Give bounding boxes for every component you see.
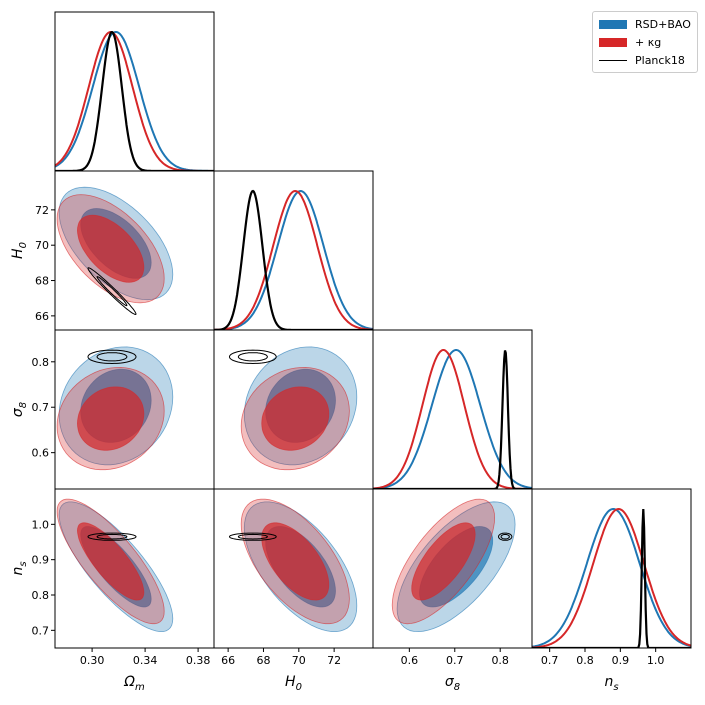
density-curve (373, 349, 532, 489)
legend-label-kappa-g: + κg (635, 35, 662, 49)
panel-frame (213, 170, 374, 331)
panel-om-h0 (56, 186, 174, 316)
contour-68 (96, 352, 128, 362)
contour-68 (261, 386, 330, 451)
x-tick-label: 72 (327, 654, 341, 667)
x-tick-label: 0.7 (446, 654, 464, 667)
panel-om-ns (56, 498, 174, 632)
y-tick-label: 66 (35, 310, 49, 323)
density-curve (532, 508, 691, 648)
legend-item-rsd-bao: RSD+BAO (593, 15, 697, 33)
contour-95 (497, 532, 513, 541)
x-tick-label: 0.6 (401, 654, 419, 667)
x-axis-label-s8: σ8 (445, 674, 460, 693)
y-axis-label-h0: H0 (10, 242, 29, 259)
legend-swatch-rsd-bao (599, 19, 627, 29)
panel-s8-ns (391, 498, 516, 633)
contour-68 (96, 533, 128, 540)
y-tick-label: 0.7 (32, 624, 50, 637)
y-tick-label: 0.8 (32, 356, 50, 369)
x-tick-label: 70 (292, 654, 306, 667)
legend: RSD+BAO + κg Planck18 (592, 11, 698, 73)
legend-item-kappa-g: + κg (593, 33, 697, 51)
y-tick-label: 0.7 (32, 401, 50, 414)
contour-95 (87, 349, 137, 365)
contour-95 (87, 532, 137, 541)
density-curve (55, 30, 214, 171)
legend-label-planck18: Planck18 (635, 53, 685, 67)
y-tick-label: 0.8 (32, 589, 50, 602)
density-curve (373, 350, 532, 489)
contour-68 (237, 533, 268, 540)
contour-95 (228, 349, 277, 365)
x-axis-label-h0: H0 (285, 674, 302, 693)
x-tick-label: 0.38 (186, 654, 211, 667)
panel-h0-s8 (228, 346, 358, 471)
x-tick-label: 66 (221, 654, 235, 667)
density-curve (373, 349, 532, 489)
x-axis-label-ns: ns (604, 674, 618, 693)
contour-68 (76, 522, 145, 601)
panel-h0-h0 (214, 189, 373, 330)
x-tick-label: 0.8 (576, 654, 594, 667)
x-axis-label-om: Ωm (123, 674, 145, 693)
contour-68 (76, 386, 145, 451)
contour-68 (411, 522, 476, 601)
density-curve (214, 189, 373, 330)
contour-95 (228, 532, 277, 541)
panel-om-om (55, 30, 214, 171)
legend-line-planck18 (599, 59, 627, 61)
x-tick-label: 0.34 (133, 654, 158, 667)
y-tick-label: 0.9 (32, 554, 50, 567)
contour-68 (237, 352, 268, 362)
density-curve (214, 189, 373, 330)
y-axis-label-s8: σ8 (10, 402, 29, 417)
legend-item-planck18: Planck18 (593, 51, 697, 69)
panel-s8-s8 (373, 349, 532, 489)
x-tick-label: 0.9 (612, 654, 630, 667)
x-tick-label: 0.7 (541, 654, 559, 667)
legend-label-rsd-bao: RSD+BAO (635, 17, 691, 31)
panel-h0-ns (228, 498, 358, 632)
density-curve (55, 30, 214, 171)
panel-om-s8 (56, 346, 174, 471)
y-tick-label: 0.6 (32, 447, 50, 460)
contour-68 (96, 276, 128, 307)
legend-swatch-kappa-g (599, 37, 627, 47)
contour-95 (87, 267, 137, 316)
y-axis-label-ns: ns (10, 561, 29, 575)
y-tick-label: 1.0 (32, 518, 50, 531)
x-tick-label: 1.0 (647, 654, 665, 667)
panel-frame (531, 488, 692, 649)
density-curve (532, 507, 691, 648)
x-tick-label: 0.8 (491, 654, 509, 667)
x-tick-label: 0.30 (80, 654, 105, 667)
y-tick-label: 68 (35, 275, 49, 288)
contour-68 (500, 533, 510, 540)
y-tick-label: 72 (35, 204, 49, 217)
panel-ns-ns (532, 507, 691, 648)
y-tick-label: 70 (35, 239, 49, 252)
x-tick-label: 68 (256, 654, 270, 667)
density-curve (214, 189, 373, 330)
contour-68 (76, 214, 145, 283)
density-curve (55, 31, 214, 171)
